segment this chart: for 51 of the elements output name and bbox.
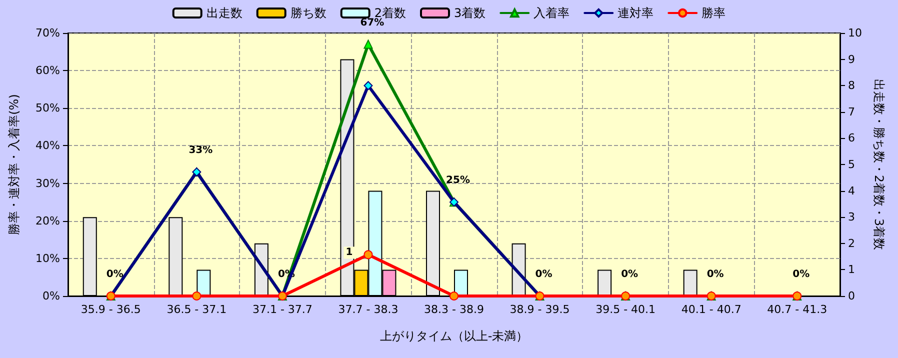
y2-tick-label: 9 xyxy=(848,52,855,66)
x-tick-label: 38.9 - 39.5 xyxy=(510,303,570,316)
y-tick-label: 40% xyxy=(36,139,60,152)
x-tick-label: 35.9 - 36.5 xyxy=(80,303,141,316)
point xyxy=(364,250,373,260)
data-label: 0% xyxy=(106,269,124,280)
x-tick-label: 37.7 - 38.3 xyxy=(338,303,398,316)
y-tick-label: 70% xyxy=(36,26,60,40)
y2-tick-label: 7 xyxy=(848,105,855,118)
data-label: 25% xyxy=(446,175,470,186)
y2-tick-label: 4 xyxy=(848,184,855,198)
y-tick-label: 20% xyxy=(36,214,60,228)
data-label: 33% xyxy=(188,145,213,156)
point xyxy=(364,40,373,49)
y2-tick-label: 6 xyxy=(848,132,855,145)
data-label: 0% xyxy=(706,269,724,280)
x-tick-label: 37.1 - 37.7 xyxy=(252,303,312,316)
data-label: 67% xyxy=(360,17,384,28)
y-tick-label: 10% xyxy=(36,252,60,265)
y2-axis-title: 出走数・勝ち数・2着数・3着数 xyxy=(872,78,886,250)
y2-tick-label: 10 xyxy=(848,26,862,40)
legend-label: 出走数 xyxy=(206,6,242,20)
y-axis-title: 勝率・連対率・入着率(%) xyxy=(7,94,21,235)
y-tick-label: 60% xyxy=(36,64,60,78)
y2-tick-label: 3 xyxy=(848,210,855,224)
x-tick-label: 39.5 - 40.1 xyxy=(596,303,656,316)
y2-tick-label: 5 xyxy=(848,158,855,171)
y-tick-label: 50% xyxy=(36,102,60,115)
legend-label: 勝ち数 xyxy=(290,6,326,20)
y2-tick-label: 2 xyxy=(848,236,855,250)
point xyxy=(450,292,458,300)
legend-label: 連対率 xyxy=(618,6,654,20)
y-tick-label: 0% xyxy=(42,290,60,302)
x-tick-label: 38.3 - 38.9 xyxy=(424,303,484,316)
data-label: 1 xyxy=(346,247,353,258)
y2-tick-label: 8 xyxy=(848,79,855,92)
data-label: 0% xyxy=(792,269,810,280)
data-label: 0% xyxy=(535,269,552,280)
x-tick-label: 40.1 - 40.7 xyxy=(681,303,742,316)
data-label: 0% xyxy=(621,269,638,280)
legend-label: 勝率 xyxy=(702,6,726,20)
legend-label: 入着率 xyxy=(534,6,570,20)
y2-tick-label: 0 xyxy=(848,290,855,302)
x-tick-label: 36.5 - 37.1 xyxy=(166,303,227,316)
legend-label: 3着数 xyxy=(454,6,486,20)
y2-tick-label: 1 xyxy=(848,263,855,276)
x-tick-label: 40.7 - 41.3 xyxy=(767,303,828,316)
x-axis-title: 上がりタイム（以上-未満） xyxy=(380,329,528,343)
point xyxy=(192,292,202,300)
y-tick-label: 30% xyxy=(36,176,60,190)
point xyxy=(364,81,373,90)
